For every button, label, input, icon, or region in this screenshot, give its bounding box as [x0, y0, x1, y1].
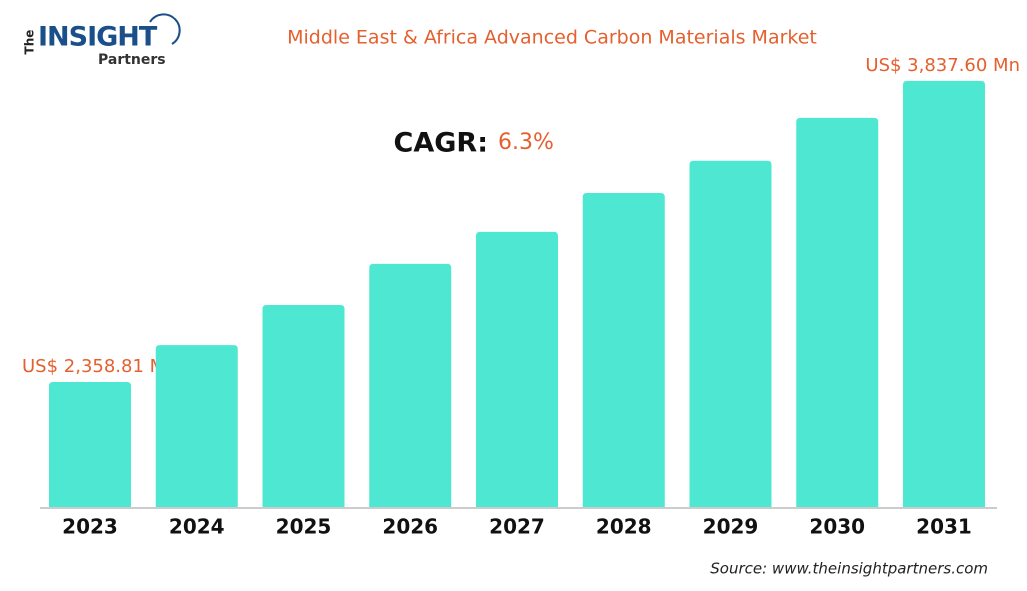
x-tick-label: 2023	[62, 515, 118, 539]
x-tick-label: 2029	[703, 515, 759, 539]
x-tick-label: 2024	[169, 515, 225, 539]
bar	[796, 117, 879, 507]
logo-insight: INSIGHT	[38, 22, 158, 53]
x-tick-label: 2031	[916, 515, 972, 539]
x-tick-label: 2028	[596, 515, 652, 539]
value-label: US$ 3,837.60 Mn	[865, 55, 1020, 76]
bar	[262, 304, 345, 507]
x-tick-label: 2026	[382, 515, 438, 539]
bar	[49, 382, 131, 507]
bar	[689, 160, 772, 507]
cagr-value: 6.3%	[498, 130, 554, 155]
x-tick-label: 2025	[276, 515, 332, 539]
bar	[582, 192, 665, 507]
logo-swoosh	[149, 13, 181, 45]
x-tick-label: 2030	[809, 515, 865, 539]
logo-partners: Partners	[98, 52, 166, 68]
x-tick-label: 2027	[489, 515, 545, 539]
bar	[903, 80, 985, 507]
logo-the: The	[23, 30, 37, 55]
chart-title: Middle East & Africa Advanced Carbon Mat…	[287, 27, 817, 49]
source: Source: www.theinsightpartners.com	[710, 560, 988, 578]
bar	[155, 345, 238, 507]
cagr-label: CAGR:	[394, 128, 488, 159]
value-label: US$ 2,358.81 Mn	[22, 356, 177, 377]
bar	[369, 263, 452, 507]
bar	[476, 231, 558, 507]
logo: The INSIGHT Partners	[23, 13, 181, 68]
